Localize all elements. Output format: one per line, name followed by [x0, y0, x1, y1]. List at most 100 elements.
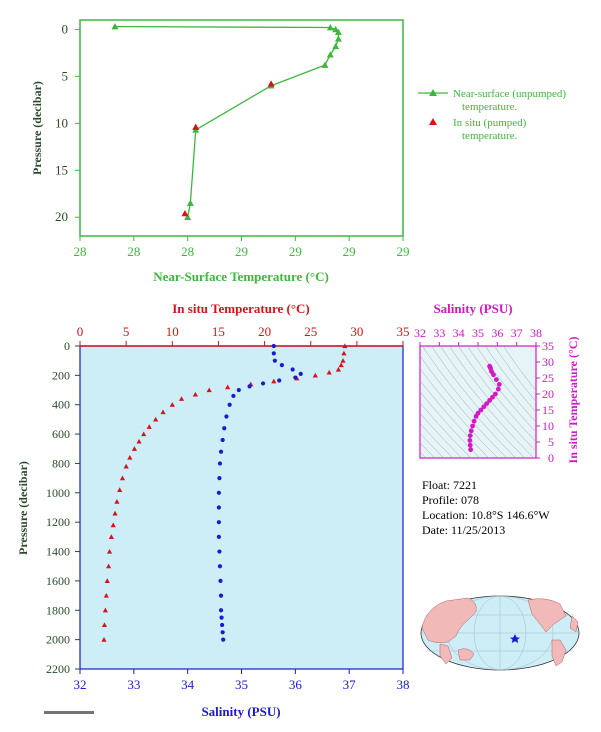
- salinity-point: [216, 534, 221, 539]
- ts-density-contour: [476, 346, 536, 423]
- salinity-point: [290, 367, 295, 372]
- ts-density-contour: [420, 368, 499, 458]
- near-surface-legend: Near-surface (unpumped) temperature. In …: [418, 88, 566, 142]
- ts-point: [495, 386, 501, 392]
- salinity-point: [216, 505, 221, 510]
- ts-y-tick-label: 10: [542, 419, 554, 433]
- salinity-x-tick-label: 37: [343, 677, 357, 692]
- salinity-point: [272, 358, 277, 363]
- temperature-point: [106, 548, 113, 554]
- legend-marker-in-situ: [429, 118, 437, 125]
- temperature-x-tick-label: 10: [166, 324, 179, 339]
- temperature-point: [101, 622, 108, 628]
- map-land: [421, 597, 579, 667]
- near-surface-point: [186, 199, 194, 206]
- near-surface-plot-frame: [79, 19, 404, 237]
- temperature-point: [153, 416, 159, 422]
- ts-x-tick-label: 38: [530, 326, 542, 340]
- temperature-point: [160, 409, 166, 415]
- near-surface-x-tick-label: 29: [289, 244, 302, 259]
- credit-mark: [44, 711, 94, 714]
- salinity-point: [218, 578, 223, 584]
- near-surface-point: [326, 24, 334, 31]
- salinity-point: [219, 615, 224, 620]
- salinity-point: [221, 637, 226, 642]
- ts-y-ticks: 0 5 10 15 20 25 30 35: [536, 339, 554, 465]
- near-surface-point: [334, 28, 342, 36]
- ts-y-tick-label: 5: [548, 435, 554, 449]
- near-surface-point: [321, 61, 329, 68]
- salinity-point: [217, 476, 222, 481]
- world-map: [420, 595, 580, 671]
- salinity-point: [218, 608, 224, 613]
- near-surface-panel: 28 28 28 29 29 29 29 0 5 10 15 20 Near-Surface Tem…: [30, 19, 410, 284]
- salinity-point: [220, 622, 225, 628]
- pressure-y-tick-label: 1800: [46, 603, 70, 617]
- salinity-point: [260, 381, 266, 386]
- temperature-point: [225, 384, 231, 390]
- salinity-x-tick-label: 32: [74, 677, 87, 692]
- temperature-point: [106, 563, 112, 569]
- temperature-x-tick-label: 30: [350, 324, 363, 339]
- salinity-x-tick-label: 36: [289, 677, 303, 692]
- temperature-point: [206, 387, 212, 393]
- pressure-y-tick-label: 400: [52, 398, 70, 412]
- temperature-point: [342, 343, 348, 349]
- ts-density-contour: [420, 402, 472, 458]
- temperature-point: [338, 362, 344, 368]
- temperature-point: [108, 534, 114, 539]
- near-surface-x-ticks: 28 28 28 29 29 29 29: [74, 236, 410, 259]
- salinity-point: [298, 371, 303, 376]
- ts-point: [490, 394, 495, 400]
- salinity-point: [217, 549, 222, 554]
- near-surface-x-tick-label: 29: [235, 244, 248, 259]
- temperature-point: [146, 424, 152, 429]
- legend-label-in-situ-2: temperature.: [462, 130, 518, 142]
- ts-x-tick-label: 37: [511, 326, 523, 340]
- pressure-y-ticks: 0 200 400 600 800 1000 1200 1400 1600 1800 2000 220…: [46, 339, 80, 676]
- float-info: Float: 7221 Profile: 078 Location: 10.8°…: [422, 478, 550, 537]
- near-surface-ylabel: Pressure (decibar): [30, 81, 44, 175]
- ts-density-contour: [494, 346, 536, 402]
- ts-point: [487, 398, 492, 403]
- near-surface-x-tick-label: 29: [397, 244, 410, 259]
- temperature-point: [312, 372, 318, 378]
- near-surface-point: [332, 42, 340, 50]
- ts-point: [493, 377, 499, 382]
- pressure-y-tick-label: 800: [52, 456, 70, 470]
- salinity-point: [271, 343, 276, 349]
- temperature-x-ticks: 0 5 10 15 20 25 30 35: [77, 324, 410, 346]
- near-surface-xlabel: Near-Surface Temperature (°C): [153, 269, 329, 284]
- salinity-point: [222, 426, 227, 431]
- near-surface-x-tick-label: 29: [343, 244, 356, 259]
- near-surface-series: [111, 23, 342, 221]
- temperature-point: [101, 637, 107, 642]
- near-surface-point: [184, 213, 192, 221]
- salinity-point: [277, 378, 282, 383]
- ts-y-tick-label: 0: [548, 451, 554, 465]
- ts-y-tick-label: 20: [542, 387, 554, 401]
- temperature-point: [178, 396, 185, 401]
- legend-label-near-surface-2: temperature.: [462, 101, 518, 113]
- ts-x-tick-label: 36: [491, 326, 503, 340]
- salinity-point: [279, 362, 284, 368]
- ts-series: [467, 363, 502, 453]
- ts-density-contour: [440, 346, 535, 458]
- temperature-x-tick-label: 35: [397, 324, 410, 339]
- ts-ylabel: In situ Temperature (°C): [566, 337, 580, 464]
- ts-point: [493, 391, 498, 397]
- float-location: Location: 10.8°S 146.6°W: [422, 508, 550, 522]
- legend-label-near-surface: Near-surface (unpumped): [453, 88, 566, 100]
- ts-y-tick-label: 25: [542, 371, 554, 385]
- salinity-x-tick-label: 34: [181, 677, 195, 692]
- salinity-point: [216, 490, 221, 495]
- salinity-x-tick-label: 38: [397, 677, 410, 692]
- near-surface-y-tick-label: 15: [55, 162, 68, 177]
- deep-profile-panel: 0 5 10 15 20 25 30 35 32 33 34 35 36 37 38 0 200 400 600…: [16, 301, 410, 719]
- temperature-point: [114, 499, 120, 504]
- pressure-y-tick-label: 1600: [46, 574, 70, 588]
- temperature-point: [112, 510, 118, 516]
- near-surface-y-tick-label: 5: [62, 68, 69, 83]
- temperature-point: [192, 391, 198, 397]
